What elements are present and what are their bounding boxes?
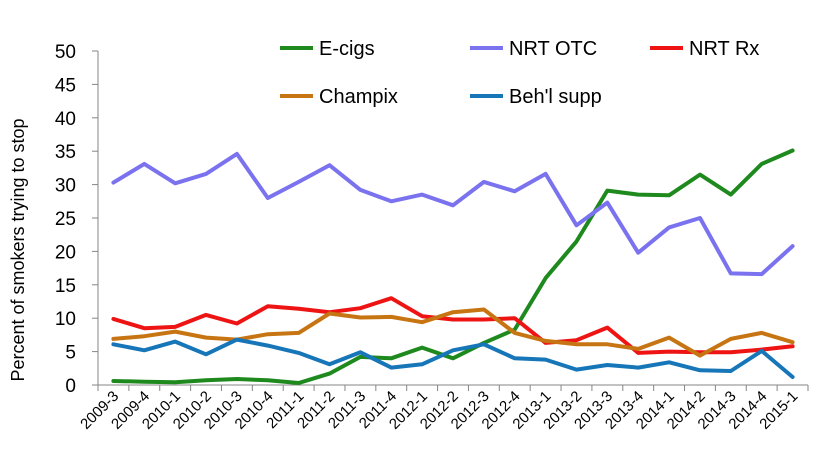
y-tick-label: 10 [55,309,76,330]
y-tick-label: 0 [65,376,76,397]
legend-label-nrt-rx: NRT Rx [689,38,759,60]
y-tick-label: 5 [65,343,76,364]
y-tick-label: 45 [55,75,76,96]
legend-label-nrt-otc: NRT OTC [509,38,597,60]
y-tick-label: 25 [55,209,76,230]
legend-label-e-cigs: E-cigs [319,38,375,60]
series-layer [111,148,795,385]
series-line-e-cigs [111,148,795,385]
y-axis: 0 5 10 15 20 25 30 35 40 45 50 [55,42,99,397]
series-line-beh-l-supp [111,337,795,379]
y-tick-label: 40 [55,109,76,130]
series-line-champix [111,307,795,358]
y-tick-label: 20 [55,242,76,263]
x-axis: 2009-32009-42010-12010-22010-32010-42011… [77,384,809,433]
legend: E-cigs NRT OTC NRT Rx Champix Beh'l supp [280,38,759,108]
y-tick-label: 35 [55,142,76,163]
series-line-nrt-rx [111,296,795,355]
legend-label-champix: Champix [319,86,398,108]
series-line-nrt-otc [111,151,795,277]
legend-label-beh-l-supp: Beh'l supp [509,86,602,108]
y-tick-label: 15 [55,276,76,297]
y-tick-label: 50 [55,42,76,63]
y-axis-title: Percent of smokers trying to stop [8,118,28,381]
y-tick-label: 30 [55,176,76,197]
